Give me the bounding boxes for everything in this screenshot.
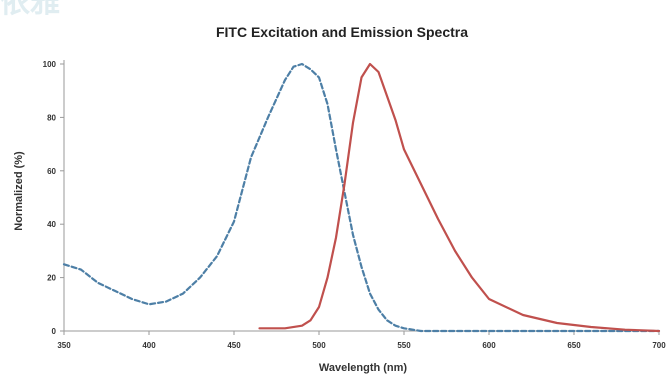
emission-spectrum-line xyxy=(258,62,661,333)
chart-title: FITC Excitation and Emission Spectra xyxy=(216,24,468,40)
y-tick-label: 100 xyxy=(43,60,57,69)
excitation-spectrum-line xyxy=(62,62,661,333)
x-axis-label: Wavelength (nm) xyxy=(319,362,408,374)
x-ticks: 350 400 450 500 550 600 650 700 xyxy=(57,331,666,350)
y-axis-label: Normalized (%) xyxy=(13,151,25,231)
y-tick-label: 60 xyxy=(47,167,56,176)
x-tick-label: 500 xyxy=(312,341,326,350)
y-tick-label: 20 xyxy=(47,274,56,283)
plot-area: 0 20 40 60 80 100 350 400 450 500 550 600 650 700 xyxy=(43,60,666,350)
x-tick-label: 400 xyxy=(142,341,156,350)
series-layer xyxy=(62,62,661,333)
x-tick-label: 650 xyxy=(567,341,581,350)
x-tick-label: 450 xyxy=(227,341,241,350)
x-tick-label: 350 xyxy=(57,341,71,350)
watermark-text: 依雅 xyxy=(0,0,60,20)
y-tick-label: 80 xyxy=(47,113,56,122)
x-tick-label: 600 xyxy=(482,341,496,350)
x-tick-label: 550 xyxy=(397,341,411,350)
y-tick-label: 0 xyxy=(52,327,57,336)
y-tick-label: 40 xyxy=(47,220,56,229)
x-tick-label: 700 xyxy=(652,341,666,350)
y-ticks: 0 20 40 60 80 100 xyxy=(43,60,64,336)
